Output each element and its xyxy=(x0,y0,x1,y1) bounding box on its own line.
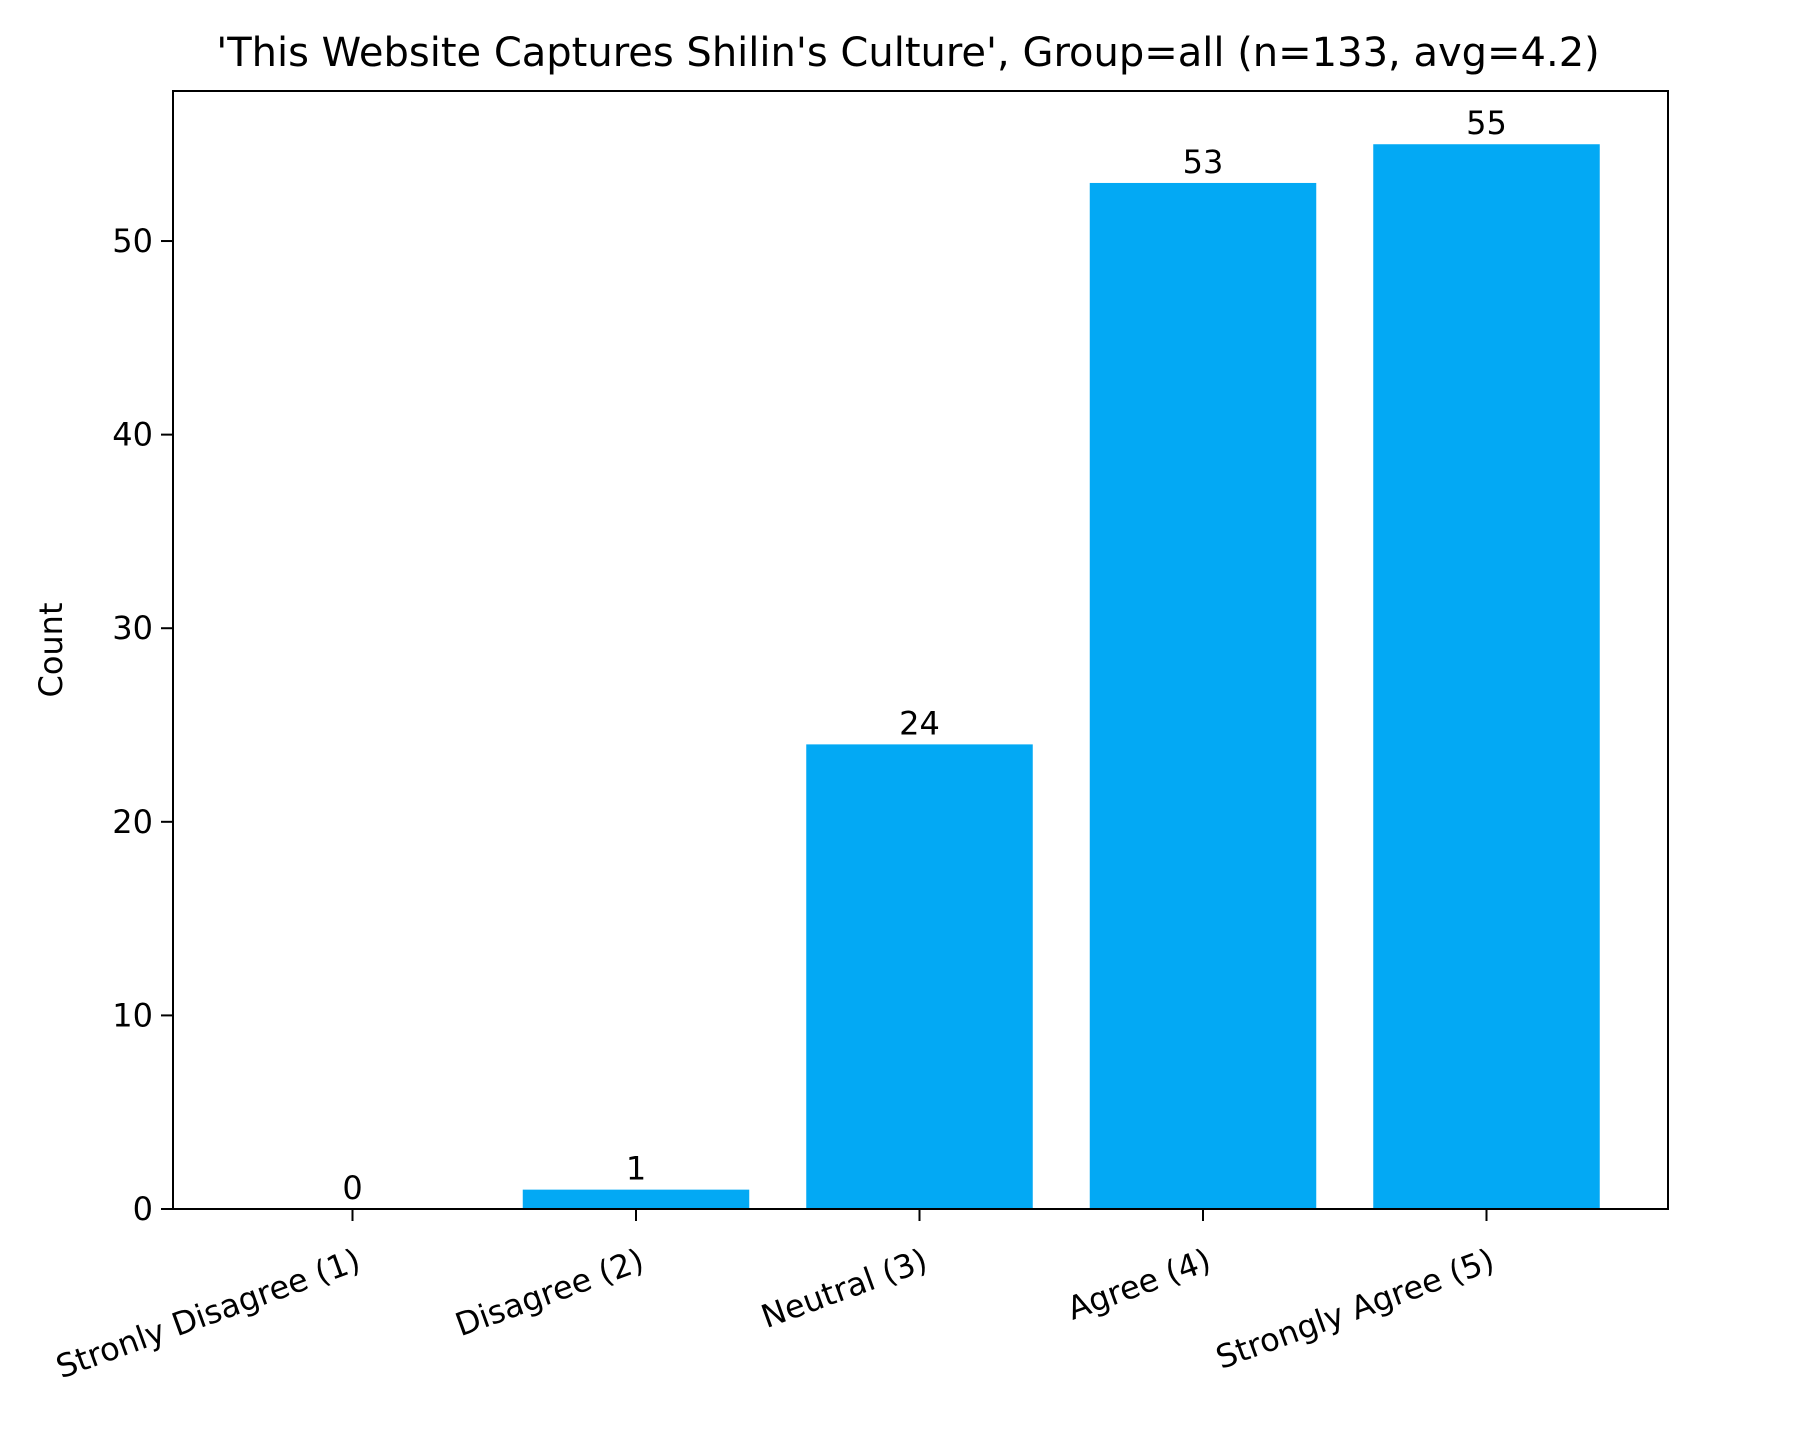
data-label-2: 1 xyxy=(626,1150,646,1188)
x-tick-label-3: Neutral (3) xyxy=(756,1241,932,1336)
x-tick-label-2: Disagree (2) xyxy=(450,1241,649,1344)
y-tick-label-40: 40 xyxy=(112,416,153,454)
y-tick-label-30: 30 xyxy=(112,609,153,647)
chart-title: 'This Website Captures Shilin's Culture'… xyxy=(216,30,1600,76)
y-tick-label-10: 10 xyxy=(112,996,153,1034)
y-tick-label-50: 50 xyxy=(112,222,153,260)
bar-2 xyxy=(522,1189,750,1209)
data-labels-group: 0 1 24 53 55 xyxy=(342,104,1507,1207)
y-tick-label-0: 0 xyxy=(133,1190,153,1228)
y-tick-label-20: 20 xyxy=(112,803,153,841)
y-axis-ticks: 0 10 20 30 40 50 xyxy=(112,222,173,1228)
x-tick-label-1: Stronly Disagree (1) xyxy=(51,1241,365,1386)
x-tick-label-5: Strongly Agree (5) xyxy=(1211,1241,1499,1377)
data-label-1: 0 xyxy=(342,1169,362,1207)
x-tick-label-4: Agree (4) xyxy=(1062,1241,1216,1328)
bar-5 xyxy=(1373,144,1600,1210)
data-label-4: 53 xyxy=(1183,143,1224,181)
x-axis-ticks: Stronly Disagree (1) Disagree (2) Neutral … xyxy=(51,1209,1499,1386)
data-label-3: 24 xyxy=(899,704,940,742)
bars-group xyxy=(522,144,1600,1210)
data-label-5: 55 xyxy=(1466,104,1507,142)
y-axis-label: Count xyxy=(32,602,70,697)
bar-3 xyxy=(806,744,1033,1209)
bar-4 xyxy=(1089,182,1317,1210)
